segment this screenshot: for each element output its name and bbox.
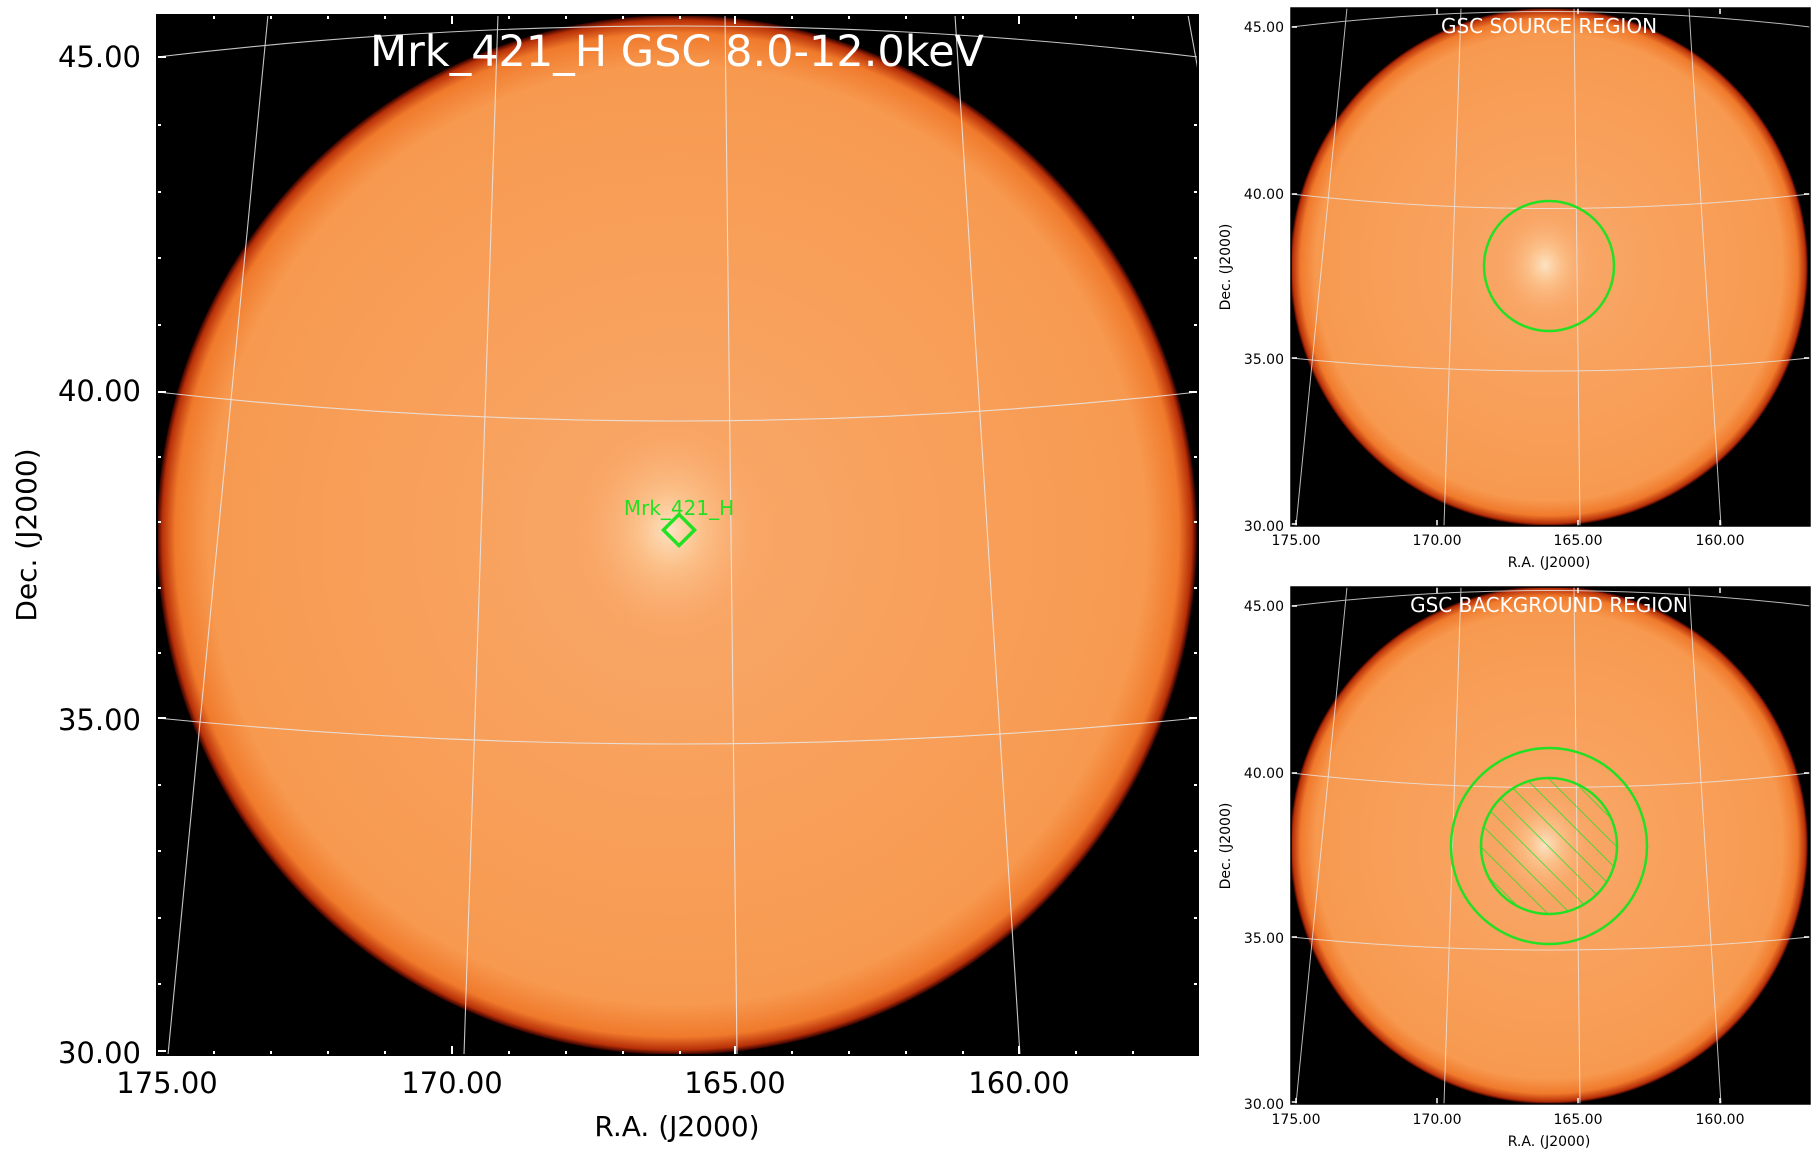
background-y-tick-label: 30.00 — [1244, 1097, 1284, 1113]
background-y-tick-label: 45.00 — [1244, 599, 1284, 615]
main-source-marker — [660, 511, 698, 549]
background-tick-marks — [1291, 587, 1810, 1104]
source-y-tick-labels: 45.00 40.00 35.00 30.00 — [1244, 20, 1284, 535]
source-plot-frame — [1290, 7, 1811, 527]
background-y-tick-labels: 45.00 40.00 35.00 30.00 — [1244, 599, 1284, 1113]
background-coordinate-grid — [1291, 587, 1810, 1104]
source-x-tick-label: 170.00 — [1413, 533, 1462, 549]
background-excluded-hatch — [1481, 778, 1617, 914]
source-x-axis-label: R.A. (J2000) — [1508, 555, 1591, 571]
background-plot-frame — [1290, 586, 1811, 1105]
source-region-circle — [1482, 199, 1616, 333]
source-x-tick-labels: 175.00 170.00 165.00 160.00 — [1272, 533, 1745, 549]
main-y-tick-label: 35.00 — [58, 703, 141, 737]
source-y-tick-label: 45.00 — [1244, 20, 1284, 36]
main-source-glow — [575, 420, 765, 640]
main-x-tick-label: 160.00 — [968, 1066, 1069, 1100]
main-y-tick-label: 30.00 — [58, 1036, 141, 1070]
source-x-tick-label: 175.00 — [1272, 533, 1321, 549]
source-x-tick-label: 165.00 — [1554, 533, 1603, 549]
source-glow — [1497, 209, 1593, 321]
background-x-tick-label: 165.00 — [1554, 1112, 1603, 1128]
source-x-tick-label: 160.00 — [1696, 533, 1745, 549]
background-y-tick-label: 40.00 — [1244, 766, 1284, 782]
main-y-axis-label: Dec. (J2000) — [10, 448, 43, 621]
background-panel-title: GSC BACKGROUND REGION — [1410, 593, 1688, 617]
background-x-tick-label: 160.00 — [1696, 1112, 1745, 1128]
main-y-tick-label: 45.00 — [58, 40, 141, 74]
main-source-label: Mrk_421_H — [624, 496, 734, 520]
background-y-tick-label: 35.00 — [1244, 931, 1284, 947]
source-tick-marks — [1291, 8, 1810, 526]
source-region-panel: GSC SOURCE REGION 45.00 40.00 35.00 30.0… — [1218, 7, 1811, 571]
main-x-tick-label: 170.00 — [401, 1066, 502, 1100]
main-panel: Mrk_421_H Mrk_421_H GSC 8.0-12.0keV 45.0… — [10, 14, 1199, 1143]
background-region-panel: GSC BACKGROUND REGION 45.00 40.00 35.00 … — [1218, 586, 1811, 1150]
main-x-tick-label: 165.00 — [684, 1066, 785, 1100]
background-x-tick-labels: 175.00 170.00 165.00 160.00 — [1272, 1112, 1745, 1128]
source-coordinate-grid — [1291, 8, 1810, 526]
main-y-tick-labels: 45.00 40.00 35.00 30.00 — [58, 40, 141, 1070]
source-y-tick-label: 35.00 — [1244, 352, 1284, 368]
main-y-tick-label: 40.00 — [58, 374, 141, 408]
main-x-axis-label: R.A. (J2000) — [594, 1110, 759, 1143]
source-y-tick-label: 30.00 — [1244, 519, 1284, 535]
background-x-tick-label: 170.00 — [1413, 1112, 1462, 1128]
source-y-tick-label: 40.00 — [1244, 187, 1284, 203]
main-coordinate-grid — [157, 15, 1198, 1055]
main-x-tick-label: 175.00 — [116, 1066, 217, 1100]
background-y-axis-label: Dec. (J2000) — [1218, 803, 1234, 890]
main-x-tick-labels: 175.00 170.00 165.00 160.00 — [116, 1066, 1069, 1100]
background-inner-annulus — [1479, 776, 1619, 916]
background-x-tick-label: 175.00 — [1272, 1112, 1321, 1128]
background-x-axis-label: R.A. (J2000) — [1508, 1134, 1591, 1150]
main-plot-frame — [156, 14, 1199, 1056]
main-title: Mrk_421_H GSC 8.0-12.0keV — [370, 27, 985, 77]
source-panel-title: GSC SOURCE REGION — [1441, 14, 1657, 38]
background-outer-annulus — [1449, 746, 1649, 946]
source-y-axis-label: Dec. (J2000) — [1218, 224, 1234, 311]
